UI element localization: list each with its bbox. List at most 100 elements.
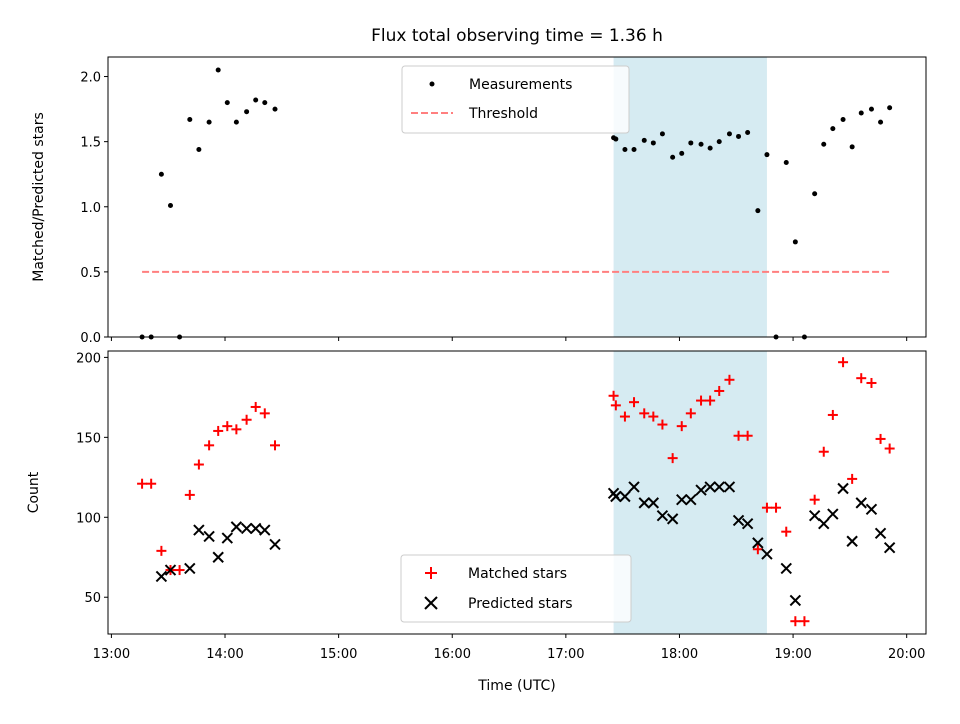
matched-star-point <box>856 373 867 384</box>
legend-predicted-marker <box>424 596 438 610</box>
predicted-star-point <box>184 562 196 575</box>
x-tick-label: 18:00 <box>661 647 698 662</box>
bottom-y-axis-label: Count <box>26 471 42 513</box>
matched-stars-points <box>137 357 895 627</box>
matched-star-point <box>193 459 204 470</box>
x-axis-label: Time (UTC) <box>477 678 555 694</box>
predicted-star-point <box>164 564 177 576</box>
predicted-star-point <box>676 493 688 506</box>
predicted-star-point <box>259 524 271 536</box>
matched-star-point <box>667 453 678 464</box>
measurement-point <box>726 131 732 137</box>
matched-star-point <box>146 478 157 489</box>
matched-star-point <box>259 408 270 419</box>
legend-measurements-label: Measurements <box>469 77 572 93</box>
measurement-point <box>745 130 751 136</box>
predicted-star-point <box>203 530 215 543</box>
matched-star-point <box>610 400 621 411</box>
matched-star-point <box>781 526 792 537</box>
x-tick-label: 15:00 <box>320 647 357 662</box>
measurement-point <box>631 146 637 152</box>
matched-star-point <box>818 446 829 457</box>
matched-star-point <box>733 430 744 441</box>
top-legend-box <box>401 65 630 134</box>
predicted-star-point <box>865 503 878 515</box>
matched-star-point <box>847 473 858 484</box>
bottom-legend-box <box>400 554 632 623</box>
y-tick-label: 150 <box>76 431 101 446</box>
measurement-point <box>716 139 722 145</box>
bottom-panel: 50 100 150 200 13:00 14:00 15:00 16:00 17:00 18:… <box>26 350 927 694</box>
matched-star-point <box>696 395 707 406</box>
measurement-points <box>139 67 893 340</box>
measurement-point <box>641 137 647 143</box>
measurement-point <box>167 202 173 208</box>
matched-star-point <box>724 374 735 385</box>
measurement-point <box>792 239 798 245</box>
predicted-star-point <box>221 532 233 544</box>
measurement-point <box>158 171 164 177</box>
measurement-point <box>215 67 221 73</box>
measurement-point <box>613 136 619 142</box>
top-x-ticks <box>110 337 908 341</box>
measurement-point <box>887 105 893 111</box>
measurement-point <box>736 133 742 139</box>
measurement-point <box>849 144 855 150</box>
measurement-point <box>840 117 846 123</box>
matched-star-point <box>629 397 640 408</box>
top-plot-frame <box>107 56 927 338</box>
predicted-star-point <box>704 481 716 493</box>
predicted-star-point <box>827 508 839 520</box>
predicted-star-point <box>193 524 205 536</box>
matched-star-point <box>648 411 659 422</box>
matched-star-point <box>608 390 619 401</box>
y-tick-label: 100 <box>76 511 101 526</box>
predicted-star-point <box>155 570 168 583</box>
predicted-star-point <box>666 513 679 525</box>
measurement-point <box>698 141 704 147</box>
predicted-stars-points <box>155 481 896 607</box>
measurement-point <box>233 119 239 125</box>
predicted-star-point <box>837 482 849 495</box>
predicted-star-point <box>240 522 253 535</box>
bottom-x-ticks: 13:00 14:00 15:00 16:00 17:00 18:00 19:00 20:00 <box>93 634 925 662</box>
matched-star-point <box>657 419 668 430</box>
measurement-point <box>764 152 770 158</box>
predicted-star-point <box>230 521 243 533</box>
predicted-star-point <box>656 509 669 522</box>
matched-star-point <box>174 565 185 576</box>
legend-predicted-label: Predicted stars <box>468 596 573 612</box>
measurement-point <box>262 100 268 106</box>
matched-star-point <box>676 421 687 432</box>
matched-star-point <box>250 401 261 412</box>
measurement-point <box>206 119 212 125</box>
bottom-highlight-span <box>613 351 767 634</box>
top-y-ticks: 0.0 0.5 1.0 1.5 2.0 <box>80 71 108 346</box>
x-tick-label: 16:00 <box>434 647 471 662</box>
predicted-star-point <box>855 497 867 509</box>
measurement-point <box>821 141 827 147</box>
predicted-star-point <box>818 517 830 530</box>
measurement-point <box>253 97 259 103</box>
top-panel: 0.00.51.01.52.0 Matched/Predicted stars … <box>31 56 927 346</box>
measurement-point <box>187 117 193 123</box>
matched-star-point <box>771 502 782 513</box>
measurement-point <box>830 126 836 132</box>
predicted-star-point <box>685 493 697 506</box>
measurement-point <box>670 154 676 160</box>
predicted-star-point <box>780 562 792 575</box>
matched-star-point <box>222 421 233 432</box>
matched-star-point <box>231 424 242 435</box>
top-legend: Measurements Threshold <box>401 65 630 134</box>
matched-star-point <box>241 414 252 425</box>
matched-star-point <box>884 443 895 454</box>
y-tick-label: 1.5 <box>80 136 101 151</box>
measurement-point <box>688 140 694 146</box>
predicted-star-point <box>883 541 896 554</box>
measurement-point <box>272 106 278 112</box>
matched-star-point <box>809 494 820 505</box>
matched-star-point <box>799 616 810 627</box>
predicted-star-point <box>628 481 640 493</box>
matched-star-point <box>752 544 763 555</box>
matched-star-point <box>761 502 772 513</box>
